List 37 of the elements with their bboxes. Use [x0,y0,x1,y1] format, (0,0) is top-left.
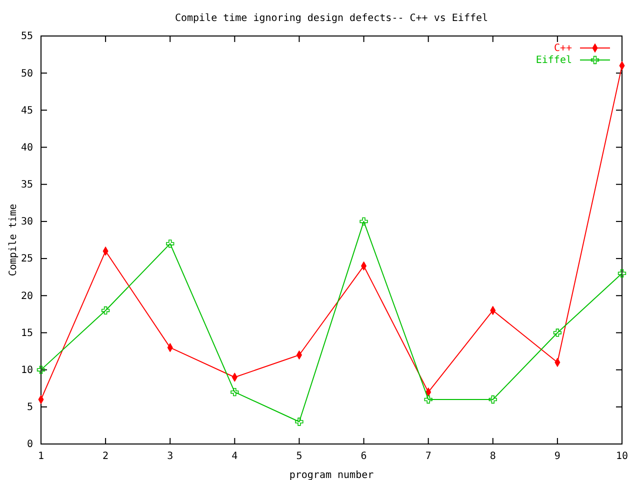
y-tick-label: 35 [20,180,33,191]
x-tick-label: 1 [38,451,44,462]
point [166,240,174,248]
point [424,395,432,404]
x-tick-label: 6 [360,451,367,462]
point [101,306,110,315]
point [295,418,304,426]
point [618,269,626,278]
point [488,395,497,404]
y-tick-label: 0 [26,439,33,450]
point [553,328,562,337]
legend-label: C++ [554,43,572,54]
y-tick-label: 55 [20,31,33,42]
y-tick-label: 15 [20,328,33,339]
point [230,388,239,396]
x-tick-label: 9 [554,451,560,462]
x-tick-label: 2 [102,451,109,462]
x-tick-label: 8 [490,451,496,462]
y-tick-label: 30 [20,216,33,228]
chart-title: Compile time ignoring design defects-- C++ vs Eiffel [174,13,488,24]
x-axis-title: program number [289,470,374,480]
x-tick-label: 4 [232,451,238,462]
y-tick-label: 50 [20,68,33,80]
y-tick-label: 20 [20,290,33,302]
y-tick-label: 40 [20,142,33,154]
y-tick-label: 45 [20,105,33,116]
x-tick-label: 10 [616,451,628,462]
y-tick-label: 5 [26,402,33,414]
y-axis-title: Compile time [8,204,19,276]
point [36,366,46,374]
y-tick-label: 25 [20,254,33,265]
x-tick-label: 3 [167,451,174,462]
y-tick-label: 10 [20,365,33,376]
x-tick-label: 5 [296,451,302,462]
legend-label: Eiffel [536,55,572,66]
point [360,217,368,226]
x-tick-label: 7 [425,451,432,462]
